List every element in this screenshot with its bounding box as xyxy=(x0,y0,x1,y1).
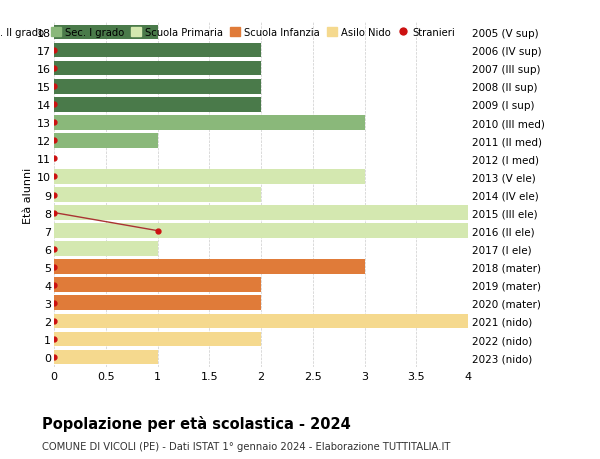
Bar xyxy=(54,62,261,76)
Bar xyxy=(54,188,261,202)
Bar xyxy=(54,170,365,185)
Bar xyxy=(54,242,157,257)
Bar xyxy=(54,296,261,311)
Bar xyxy=(54,260,365,274)
Bar xyxy=(54,98,261,112)
Bar xyxy=(54,332,261,347)
Y-axis label: Età alunni: Età alunni xyxy=(23,167,33,223)
Bar xyxy=(54,25,157,40)
Bar xyxy=(54,206,468,220)
Text: Popolazione per età scolastica - 2024: Popolazione per età scolastica - 2024 xyxy=(42,415,351,431)
Text: COMUNE DI VICOLI (PE) - Dati ISTAT 1° gennaio 2024 - Elaborazione TUTTITALIA.IT: COMUNE DI VICOLI (PE) - Dati ISTAT 1° ge… xyxy=(42,441,451,451)
Bar xyxy=(54,224,468,239)
Bar xyxy=(54,278,261,292)
Bar xyxy=(54,116,365,130)
Bar xyxy=(54,350,157,365)
Legend: Sec. II grado, Sec. I grado, Scuola Primaria, Scuola Infanzia, Asilo Nido, Stran: Sec. II grado, Sec. I grado, Scuola Prim… xyxy=(0,28,455,38)
Bar xyxy=(54,79,261,94)
Bar xyxy=(54,44,261,58)
Bar xyxy=(54,314,468,329)
Bar xyxy=(54,134,157,148)
